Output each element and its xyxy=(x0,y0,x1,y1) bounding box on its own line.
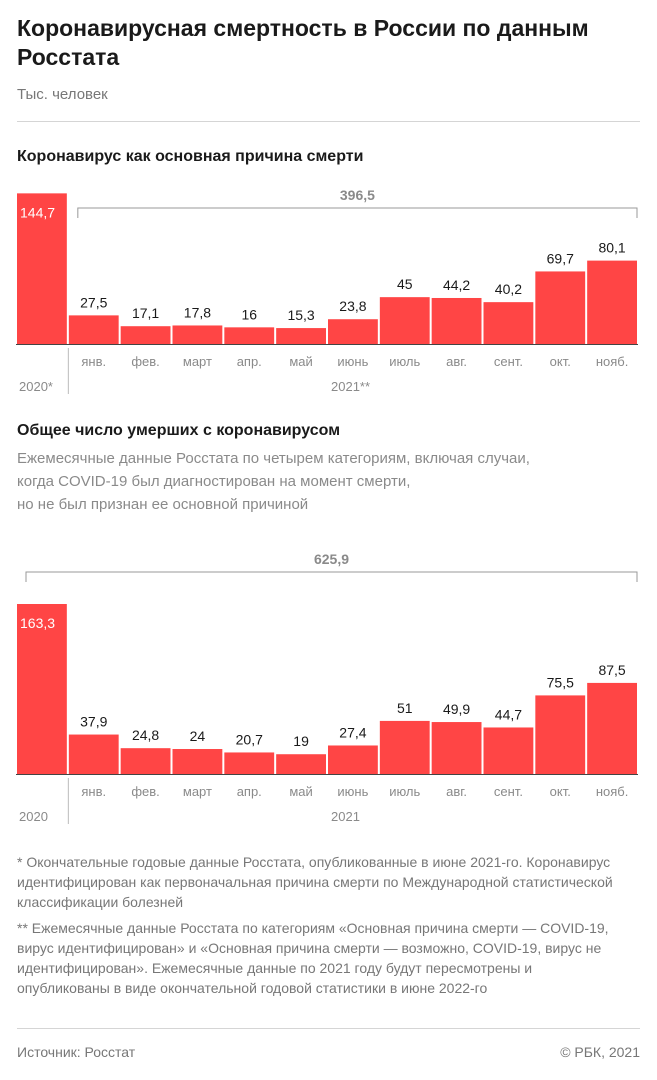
chart2-month-label: окт. xyxy=(550,784,571,799)
footnote-annual: * Окончательные годовые данные Росстата,… xyxy=(17,854,613,910)
chart2-month-label: фев. xyxy=(131,784,159,799)
chart2-month-label: нояб. xyxy=(596,784,629,799)
chart1-bar xyxy=(224,327,275,344)
footnote-monthly: ** Ежемесячные данные Росстата по катего… xyxy=(17,920,609,996)
chart2-bracket-total: 625,9 xyxy=(314,551,349,567)
chart1-plot: 396,5 144,7 27,5 янв. 17,1 фев. 17,8 март 16 апр.… xyxy=(16,187,638,394)
chart2-value-label: 44,7 xyxy=(495,706,522,722)
chart1-value-label: 44,2 xyxy=(443,277,470,293)
top-divider xyxy=(17,121,640,122)
chart2-bar xyxy=(328,745,378,774)
chart1-value-label: 17,1 xyxy=(132,305,159,321)
chart2-value-label: 37,9 xyxy=(80,714,107,730)
chart1-year-monthly: 2021** xyxy=(331,379,370,394)
chart1-bar xyxy=(431,297,482,344)
chart2-bar xyxy=(276,754,326,774)
chart1-month-label: нояб. xyxy=(596,354,629,369)
chart2-year-monthly: 2021 xyxy=(331,809,360,824)
chart1-month-label: июль xyxy=(389,354,420,369)
chart2-bar xyxy=(172,749,223,774)
copyright-label: © РБК, 2021 xyxy=(560,1044,640,1060)
chart2-bracket xyxy=(25,571,638,582)
chart2-description: Ежемесячные данные Росстата по четырем к… xyxy=(17,450,530,513)
chart2-value-label: 24 xyxy=(190,728,206,744)
chart2-bar xyxy=(17,604,67,774)
chart2-bar xyxy=(483,727,534,774)
source-label: Источник: Росстат xyxy=(17,1044,136,1060)
chart1-month-label: июнь xyxy=(337,354,368,369)
chart2-value-label: 20,7 xyxy=(236,731,263,747)
chart2-bar xyxy=(120,748,171,774)
chart1-month-label: фев. xyxy=(131,354,159,369)
chart2-year-annual: 2020 xyxy=(19,809,48,824)
chart2-month-label: янв. xyxy=(81,784,106,799)
chart1-bar xyxy=(172,325,223,344)
chart1-bracket-total: 396,5 xyxy=(340,187,375,203)
chart1-month-label: авг. xyxy=(446,354,467,369)
chart1-value-label: 15,3 xyxy=(287,307,314,323)
chart1-value-label: 69,7 xyxy=(547,250,574,266)
chart1-bar xyxy=(379,297,430,344)
chart2-month-label: авг. xyxy=(446,784,467,799)
chart2-month-label: май xyxy=(289,784,312,799)
chart1-value-label: 40,2 xyxy=(495,281,522,297)
chart1-month-label: окт. xyxy=(550,354,571,369)
chart2-value-label: 27,4 xyxy=(339,724,366,740)
chart2-month-label: март xyxy=(183,784,212,799)
chart1-value-label: 80,1 xyxy=(598,240,625,256)
chart1-bar xyxy=(17,193,67,344)
chart1-month-label: май xyxy=(289,354,312,369)
chart1-month-label: сент. xyxy=(494,354,523,369)
chart1-value-label: 45 xyxy=(397,276,413,292)
chart2-month-label: июль xyxy=(389,784,420,799)
chart1-bar xyxy=(68,315,119,344)
chart2-month-label: июнь xyxy=(337,784,368,799)
chart2-bar xyxy=(587,682,637,774)
chart2-month-label: апр. xyxy=(237,784,262,799)
chart1-title: Коронавирус как основная причина смерти xyxy=(17,148,364,165)
chart1-value-label: 27,5 xyxy=(80,294,107,310)
chart2-bar xyxy=(379,720,430,774)
chart1-year-annual: 2020* xyxy=(19,379,53,394)
chart1-month-label: март xyxy=(183,354,212,369)
chart2-bar xyxy=(535,695,586,774)
unit-label: Тыс. человек xyxy=(17,86,108,103)
chart2-bar xyxy=(68,734,119,774)
chart1-value-label: 16 xyxy=(241,306,257,322)
chart2-bar xyxy=(224,752,275,774)
chart2-value-label: 24,8 xyxy=(132,727,159,743)
chart1-bar xyxy=(483,302,534,344)
chart2-value-label: 75,5 xyxy=(547,674,574,690)
chart2-bar xyxy=(431,722,482,774)
chart1-bar xyxy=(535,271,586,344)
chart-title: Коронавирусная смертность в России по да… xyxy=(17,15,589,70)
chart2-month-label: сент. xyxy=(494,784,523,799)
chart2-value-label: 87,5 xyxy=(598,662,625,678)
chart1-bracket xyxy=(77,207,638,218)
chart1-bar xyxy=(587,260,637,344)
chart1-value-label: 17,8 xyxy=(184,304,211,320)
chart2-value-label: 49,9 xyxy=(443,701,470,717)
bottom-divider xyxy=(17,1028,640,1029)
chart1-value-label: 23,8 xyxy=(339,298,366,314)
chart2-value-label: 163,3 xyxy=(20,615,55,631)
chart2-value-label: 51 xyxy=(397,700,413,716)
chart1-month-label: янв. xyxy=(81,354,106,369)
chart1-month-label: апр. xyxy=(237,354,262,369)
chart1-bar xyxy=(328,319,378,344)
chart1-bar xyxy=(276,328,326,344)
chart1-bar xyxy=(120,326,171,344)
chart1-value-label: 144,7 xyxy=(20,204,55,220)
chart2-title: Общее число умерших с коронавирусом xyxy=(17,422,341,439)
chart2-plot: 625,9 163,3 37,9 янв. 24,8 фев. 24 март 20,7 апр.… xyxy=(16,551,638,824)
chart2-value-label: 19 xyxy=(293,733,309,749)
